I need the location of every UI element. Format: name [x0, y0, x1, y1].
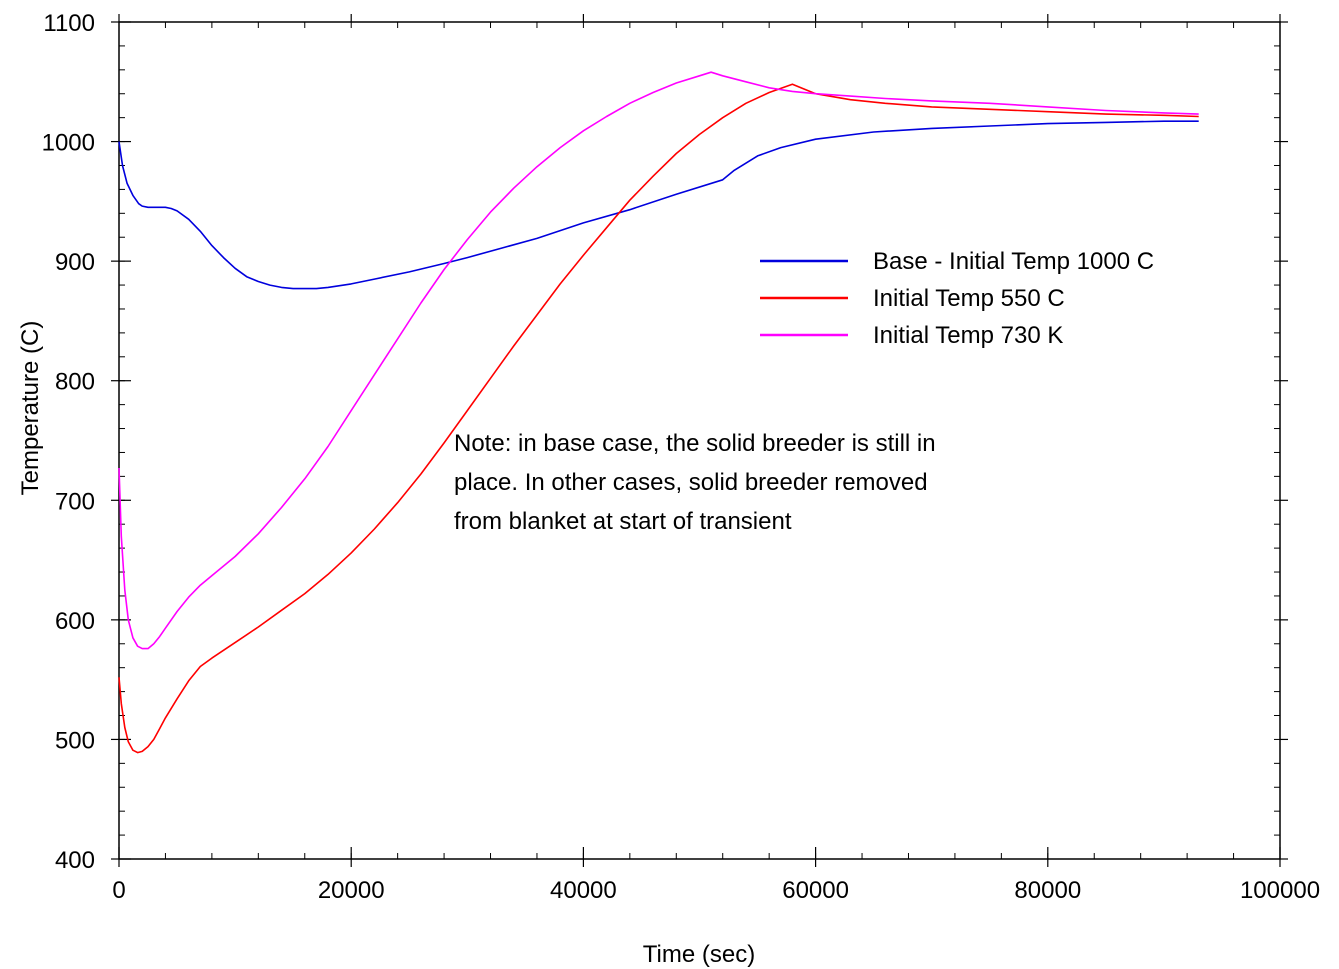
x-tick-label: 20000 [318, 877, 385, 904]
y-axis-ticks: 400 500 600 700 800 900 1000 1100 [42, 10, 1288, 874]
note-line-1: Note: in base case, the solid breeder is… [454, 430, 936, 457]
series-line-2 [118, 83, 1199, 754]
series-line-1 [118, 120, 1199, 290]
note-line-2: place. In other cases, solid breeder rem… [454, 469, 928, 496]
note-line-3: from blanket at start of transient [454, 508, 792, 535]
y-tick-label: 1000 [42, 130, 95, 157]
y-axis-label: Temperature (C) [17, 321, 44, 496]
y-tick-label: 500 [55, 727, 95, 754]
y-tick-label: 900 [55, 249, 95, 276]
y-tick-label: 1100 [43, 10, 95, 37]
series-layer [118, 71, 1199, 754]
legend-label-3: Initial Temp 730 K [873, 322, 1063, 349]
y-tick-label: 400 [55, 847, 95, 874]
x-axis-label: Time (sec) [643, 941, 755, 968]
x-tick-label: 80000 [1014, 877, 1081, 904]
legend-label-2: Initial Temp 550 C [873, 285, 1065, 312]
x-axis-ticks: 0 20000 40000 60000 80000 100000 [112, 14, 1320, 904]
x-tick-label: 60000 [782, 877, 849, 904]
plot-frame [118, 21, 1281, 860]
y-tick-label: 800 [55, 369, 95, 396]
legend: Base - Initial Temp 1000 C Initial Temp 5… [760, 248, 1154, 349]
x-tick-label: 0 [112, 877, 125, 904]
minor-ticks [118, 21, 1281, 860]
x-tick-label: 100000 [1240, 877, 1320, 904]
legend-label-1: Base - Initial Temp 1000 C [873, 248, 1154, 275]
x-tick-label: 40000 [550, 877, 617, 904]
y-tick-label: 700 [55, 488, 95, 515]
series-line-3 [118, 71, 1199, 650]
y-tick-label: 600 [55, 608, 95, 635]
note-annotation: Note: in base case, the solid breeder is… [454, 430, 942, 535]
